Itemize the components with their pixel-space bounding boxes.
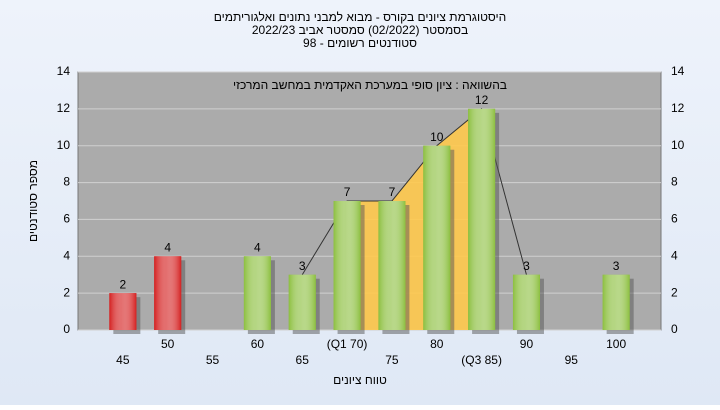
y2-tick-label: 0: [671, 322, 678, 336]
x-tick-label: 45: [116, 353, 130, 367]
x-tick-label: 100: [606, 337, 626, 351]
data-label: 7: [344, 185, 351, 199]
y-tick-label: 12: [57, 101, 71, 115]
annotation: בהשוואה : ציון סופי במערכת האקדמית במחשב…: [233, 78, 507, 92]
data-label: 4: [164, 240, 171, 254]
data-label: 4: [254, 240, 261, 254]
bar: [468, 108, 496, 330]
bar: [154, 256, 182, 330]
y-axis-label: מספר סטודנטים: [26, 160, 40, 242]
y-tick-label: 6: [63, 212, 70, 226]
bar: [378, 201, 406, 330]
bar: [512, 274, 540, 330]
y2-tick-label: 4: [671, 248, 678, 262]
chart-title: היסטוגרמת ציונים בקורס - מבוא למבני נתונ…: [214, 10, 507, 24]
x-tick-label: 65: [296, 353, 310, 367]
x-tick-label: (Q1 70): [327, 337, 368, 351]
x-tick-label: 50: [161, 337, 175, 351]
data-label: 10: [430, 130, 444, 144]
x-tick-label: 60: [251, 337, 265, 351]
x-axis-label: טווח ציונים: [333, 373, 387, 387]
bar: [109, 293, 137, 330]
bar: [288, 274, 316, 330]
bar: [602, 274, 630, 330]
y2-tick-label: 14: [671, 64, 685, 78]
bar: [333, 201, 361, 330]
y-tick-label: 4: [63, 248, 70, 262]
data-label: 7: [389, 185, 396, 199]
y2-tick-label: 8: [671, 175, 678, 189]
y-tick-label: 2: [63, 285, 70, 299]
x-tick-label: 90: [520, 337, 534, 351]
bar: [423, 145, 451, 330]
y-tick-label: 10: [57, 138, 71, 152]
data-label: 3: [523, 259, 530, 273]
data-label: 3: [299, 259, 306, 273]
y-tick-label: 8: [63, 175, 70, 189]
y-tick-label: 0: [63, 322, 70, 336]
x-tick-label: (Q3 85): [461, 353, 502, 367]
y2-tick-label: 10: [671, 138, 685, 152]
x-tick-label: 80: [430, 337, 444, 351]
y2-tick-label: 2: [671, 285, 678, 299]
y2-tick-label: 12: [671, 101, 685, 115]
x-tick-label: 55: [206, 353, 220, 367]
y2-tick-label: 6: [671, 212, 678, 226]
data-label: 3: [613, 259, 620, 273]
x-tick-label: 95: [565, 353, 579, 367]
bar: [243, 256, 271, 330]
chart-subtitle: סטודנטים רשומים - 98: [303, 36, 417, 50]
chart-subtitle: בסמסטר (02/2022) סמסטר אביב 2022/23: [252, 23, 468, 37]
data-label: 2: [120, 277, 127, 291]
y-tick-label: 14: [57, 64, 71, 78]
x-tick-label: 75: [385, 353, 399, 367]
data-label: 12: [475, 93, 489, 107]
